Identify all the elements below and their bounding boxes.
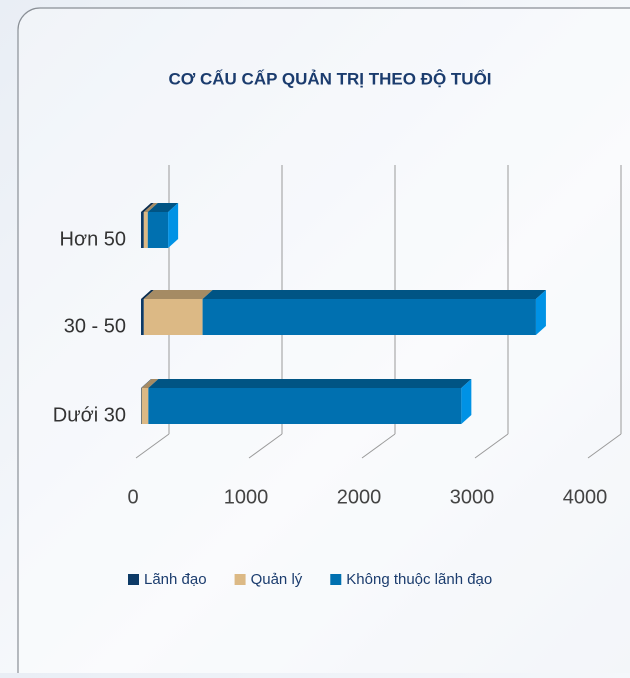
card	[17, 7, 630, 678]
grid-floor-line	[248, 433, 283, 459]
legend-label: Quản lý	[251, 571, 303, 588]
bar-face	[141, 379, 159, 388]
bar-segment	[147, 203, 179, 248]
bar-face	[141, 290, 154, 299]
bar-segment	[141, 290, 154, 335]
bar-face	[148, 379, 472, 388]
bar-segment	[141, 379, 152, 424]
bar-face	[143, 212, 148, 248]
grid-floor-line	[361, 433, 396, 459]
legend-label: Không thuộc lãnh đạo	[346, 571, 492, 588]
bar-segment	[148, 379, 472, 424]
bar-segment	[143, 203, 158, 248]
category-label: 30 - 50	[64, 315, 126, 337]
bar-face	[141, 203, 154, 212]
legend-swatch	[234, 574, 246, 585]
legend-label: Lãnh đạo	[144, 571, 207, 588]
legend-swatch	[128, 574, 139, 585]
bar-segment	[141, 379, 159, 424]
grid-floor-line	[135, 433, 170, 459]
bar-face	[141, 379, 152, 388]
bar-face	[143, 299, 203, 335]
bar-face	[147, 203, 179, 212]
bar-face	[535, 290, 546, 335]
x-tick-label: 1000	[224, 486, 269, 508]
bar-face	[143, 290, 213, 299]
chart-title: CƠ CẤU CẤP QUẢN TRỊ THEO ĐỘ TUỔI	[168, 69, 491, 88]
legend-swatch	[330, 574, 342, 585]
x-tick-label: 4000	[563, 486, 608, 508]
bar-segment	[202, 290, 546, 335]
bar-segment	[141, 203, 154, 248]
bar-face	[202, 299, 536, 335]
category-label: Dưới 30	[53, 404, 126, 426]
bar-face	[202, 290, 546, 299]
grid-floor-line	[474, 433, 509, 459]
bar-face	[147, 212, 169, 248]
bar-segment	[143, 290, 213, 335]
grid-floor-line	[587, 433, 622, 459]
bar-face	[141, 299, 144, 335]
bar-face	[461, 379, 472, 424]
x-tick-label: 0	[127, 486, 138, 508]
bar-face	[141, 388, 142, 424]
bar-face	[141, 212, 144, 248]
bar-face	[168, 203, 179, 248]
x-tick-label: 3000	[450, 486, 495, 508]
bar-face	[148, 388, 462, 424]
bar-face	[141, 388, 149, 424]
bar-face	[143, 203, 158, 212]
category-label: Hơn 50	[60, 228, 126, 250]
x-tick-label: 2000	[337, 486, 382, 508]
